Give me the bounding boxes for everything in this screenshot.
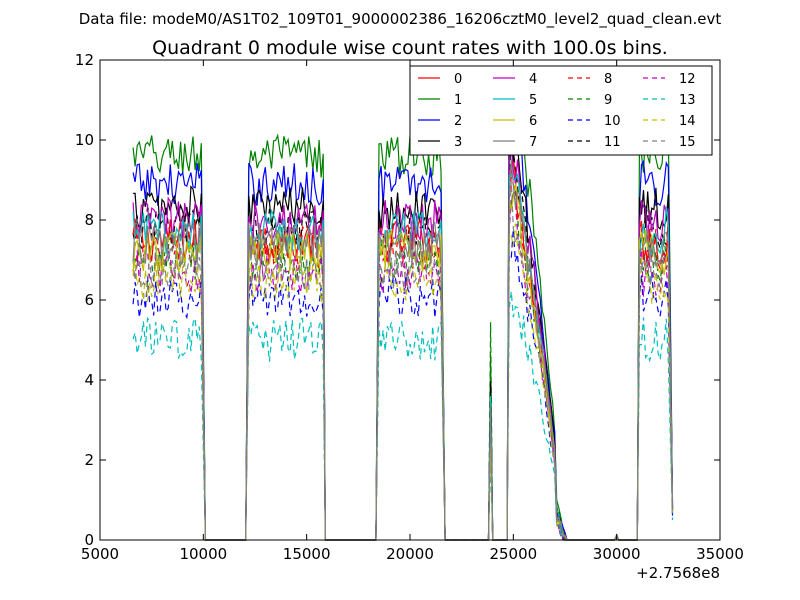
y-tick-label: 2 [84, 451, 94, 469]
series-line-2 [132, 116, 674, 541]
series-line-10 [132, 229, 674, 541]
series-line-3 [133, 121, 674, 541]
series-line-12 [132, 191, 674, 541]
y-tick-label: 12 [75, 51, 94, 69]
y-tick-label: 0 [84, 531, 94, 549]
legend-label-3: 3 [454, 135, 462, 150]
y-tick-label: 4 [84, 371, 94, 389]
series-line-13 [132, 291, 674, 541]
legend-label-5: 5 [529, 93, 537, 108]
x-tick-label: 20000 [386, 545, 434, 563]
chart-title: Quadrant 0 module wise count rates with … [152, 37, 668, 59]
legend-box [409, 65, 713, 156]
legend-label-1: 1 [454, 93, 462, 108]
x-tick-label: 10000 [179, 545, 227, 563]
series-line-15 [132, 181, 674, 541]
series-line-14 [132, 223, 674, 541]
chart-suptitle: Data file: modeM0/AS1T02_109T01_90000023… [79, 10, 722, 29]
legend-label-0: 0 [454, 72, 462, 87]
axis-ticks: 5000 10000 15000 20000 25000 30000 35000 0 2 4 6 8 1… [75, 51, 744, 563]
legend-label-2: 2 [454, 114, 462, 129]
legend-label-12: 12 [679, 72, 696, 87]
y-tick-label: 8 [84, 211, 94, 229]
y-tick-label: 10 [75, 131, 94, 149]
legend-label-14: 14 [679, 114, 696, 129]
series-line-11 [132, 138, 674, 541]
x-tick-label: 5000 [81, 545, 119, 563]
legend-label-11: 11 [604, 135, 621, 150]
series-line-4 [132, 147, 674, 541]
legend-label-7: 7 [529, 135, 537, 150]
x-tick-label: 25000 [489, 545, 537, 563]
legend-label-15: 15 [679, 135, 696, 150]
legend-label-9: 9 [604, 93, 612, 108]
legend-label-10: 10 [604, 114, 621, 129]
series-line-7 [132, 159, 674, 541]
x-tick-label: 30000 [593, 545, 641, 563]
series-line-6 [132, 183, 674, 541]
x-offset-label: +2.7568e8 [636, 564, 720, 582]
legend-label-8: 8 [604, 72, 612, 87]
series-line-1 [132, 83, 674, 541]
x-tick-label: 15000 [283, 545, 331, 563]
y-tick-label: 6 [84, 291, 94, 309]
legend-label-6: 6 [529, 114, 537, 129]
legend-label-13: 13 [679, 93, 696, 108]
x-tick-label: 35000 [696, 545, 744, 563]
plot-area [132, 83, 674, 541]
legend-label-4: 4 [529, 72, 537, 87]
